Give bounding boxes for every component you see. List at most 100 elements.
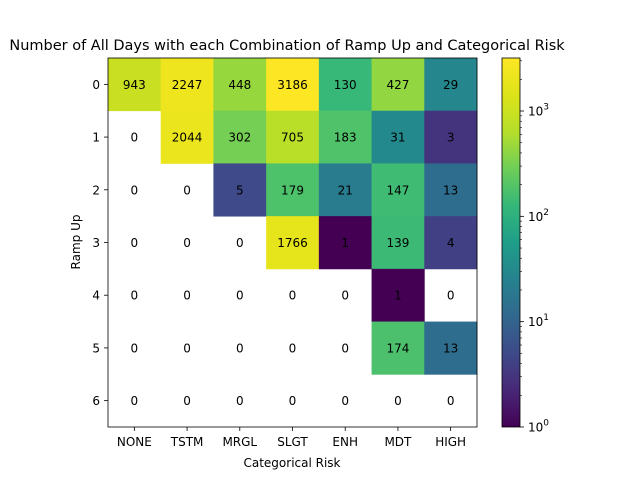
x-tick-label: HIGH xyxy=(435,435,466,449)
cell-value: 1766 xyxy=(277,236,308,250)
cell-value: 302 xyxy=(228,131,251,145)
cell-value: 0 xyxy=(394,394,402,408)
cell-value: 0 xyxy=(289,341,297,355)
cell-value: 427 xyxy=(386,78,409,92)
cell-value: 31 xyxy=(390,131,405,145)
cell-value: 0 xyxy=(289,394,297,408)
cell-value: 0 xyxy=(131,236,139,250)
x-tick-label: NONE xyxy=(117,435,152,449)
cell-value: 0 xyxy=(131,394,139,408)
cell-value-labels: 943 2247 448 3186 130 427 290 2044 302 705 183 31 30… xyxy=(123,78,458,408)
cell-value: 0 xyxy=(236,394,244,408)
cell-value: 0 xyxy=(183,394,191,408)
colorbar-tick-label: 102 xyxy=(528,208,549,224)
heatmap-cell xyxy=(424,163,478,217)
x-tick-label: MDT xyxy=(384,435,412,449)
y-tick-label: 3 xyxy=(92,236,100,250)
cell-value: 13 xyxy=(443,341,458,355)
cell-value: 0 xyxy=(447,394,455,408)
cell-value: 13 xyxy=(443,183,458,197)
cell-value: 179 xyxy=(281,183,304,197)
x-axis-ticks: NONE TSTM MRGL SLGT ENH MDT HIGH xyxy=(117,427,466,449)
chart-title: Number of All Days with each Combination… xyxy=(9,38,565,54)
heatmap-cell xyxy=(371,321,425,375)
x-tick-label: TSTM xyxy=(170,435,204,449)
cell-value: 0 xyxy=(131,183,139,197)
cell-value: 0 xyxy=(289,289,297,303)
x-tick-label: ENH xyxy=(332,435,358,449)
cell-value: 2247 xyxy=(172,78,203,92)
heatmap-cell xyxy=(213,110,267,164)
cell-value: 1 xyxy=(394,289,402,303)
colorbar-tick-label: 101 xyxy=(528,313,549,329)
y-tick-label: 5 xyxy=(92,341,100,355)
y-tick-label: 0 xyxy=(92,78,100,92)
cell-value: 130 xyxy=(334,78,357,92)
cell-value: 4 xyxy=(447,236,455,250)
heatmap-cell xyxy=(108,58,162,112)
heatmap-cell xyxy=(424,321,478,375)
heatmap-cell xyxy=(213,163,267,217)
heatmap-cell xyxy=(213,58,267,112)
colorbar xyxy=(501,57,521,428)
cell-value: 943 xyxy=(123,78,146,92)
cell-value: 21 xyxy=(338,183,353,197)
cell-value: 0 xyxy=(183,236,191,250)
cell-value: 147 xyxy=(386,183,409,197)
cell-value: 0 xyxy=(341,289,349,303)
cell-value: 183 xyxy=(334,131,357,145)
colorbar-ticks: 100 101 102 103 xyxy=(520,60,549,435)
cell-value: 0 xyxy=(341,394,349,408)
cell-value: 3186 xyxy=(277,78,308,92)
cell-value: 5 xyxy=(236,183,244,197)
x-tick-label: MRGL xyxy=(222,435,257,449)
heatmap-cell xyxy=(424,110,478,164)
y-tick-label: 4 xyxy=(92,289,100,303)
cell-value: 448 xyxy=(228,78,251,92)
heatmap-cells xyxy=(108,58,478,375)
colorbar-tick-label: 100 xyxy=(528,419,549,435)
cell-value: 174 xyxy=(386,341,409,355)
heatmap-cell xyxy=(266,110,320,164)
heatmap-cell xyxy=(160,110,214,164)
cell-value: 0 xyxy=(236,341,244,355)
heatmap-cell xyxy=(266,163,320,217)
heatmap-cell xyxy=(318,58,372,112)
y-axis-label: Ramp Up xyxy=(69,215,83,270)
cell-value: 705 xyxy=(281,131,304,145)
heatmap-cell xyxy=(371,58,425,112)
cell-value: 0 xyxy=(341,341,349,355)
cell-value: 2044 xyxy=(172,131,203,145)
y-tick-label: 2 xyxy=(92,183,100,197)
heatmap-cell xyxy=(318,163,372,217)
cell-value: 0 xyxy=(131,289,139,303)
cell-value: 139 xyxy=(386,236,409,250)
y-tick-label: 6 xyxy=(92,394,100,408)
heatmap-cell xyxy=(266,58,320,112)
heatmap-cell xyxy=(424,216,478,270)
heatmap-cell xyxy=(266,216,320,270)
cell-value: 29 xyxy=(443,78,458,92)
x-tick-label: SLGT xyxy=(277,435,308,449)
cell-value: 0 xyxy=(236,236,244,250)
x-axis-label: Categorical Risk xyxy=(243,456,340,470)
heatmap-cell xyxy=(371,268,425,322)
cell-value: 0 xyxy=(236,289,244,303)
colorbar-tick-label: 103 xyxy=(528,103,549,119)
heatmap-cell xyxy=(371,110,425,164)
cell-value: 0 xyxy=(131,341,139,355)
cell-value: 3 xyxy=(447,131,455,145)
cell-value: 0 xyxy=(183,183,191,197)
cell-value: 0 xyxy=(447,289,455,303)
heatmap-cell xyxy=(424,58,478,112)
heatmap-cell xyxy=(318,216,372,270)
heatmap-cell xyxy=(371,216,425,270)
cell-value: 0 xyxy=(131,131,139,145)
heatmap-cell xyxy=(371,163,425,217)
y-tick-label: 1 xyxy=(92,131,100,145)
heatmap-cell xyxy=(318,110,372,164)
cell-value: 1 xyxy=(341,236,349,250)
y-axis-ticks: 0 1 2 3 4 5 6 xyxy=(92,78,108,408)
cell-value: 0 xyxy=(183,341,191,355)
